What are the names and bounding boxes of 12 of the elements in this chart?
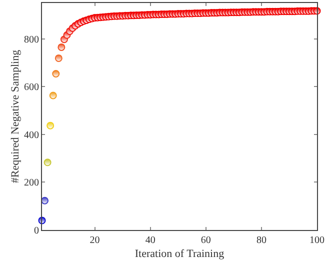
y-axis-title: #Required Negative Sampling xyxy=(10,49,22,184)
x-tick-label: 40 xyxy=(145,235,156,246)
y-tick-label: 800 xyxy=(24,34,39,46)
y-tick-label: 0 xyxy=(34,226,39,236)
x-axis-title: Iteration of Training xyxy=(134,248,225,260)
y-tick-label: 400 xyxy=(24,130,39,141)
y-tick-label: 600 xyxy=(24,82,39,94)
x-tick-label: 20 xyxy=(90,235,100,246)
x-tick-label: 100 xyxy=(310,235,324,246)
x-tick-label: 60 xyxy=(200,235,211,246)
x-tick-label: 80 xyxy=(256,235,266,246)
y-tick-label: 200 xyxy=(24,178,39,189)
